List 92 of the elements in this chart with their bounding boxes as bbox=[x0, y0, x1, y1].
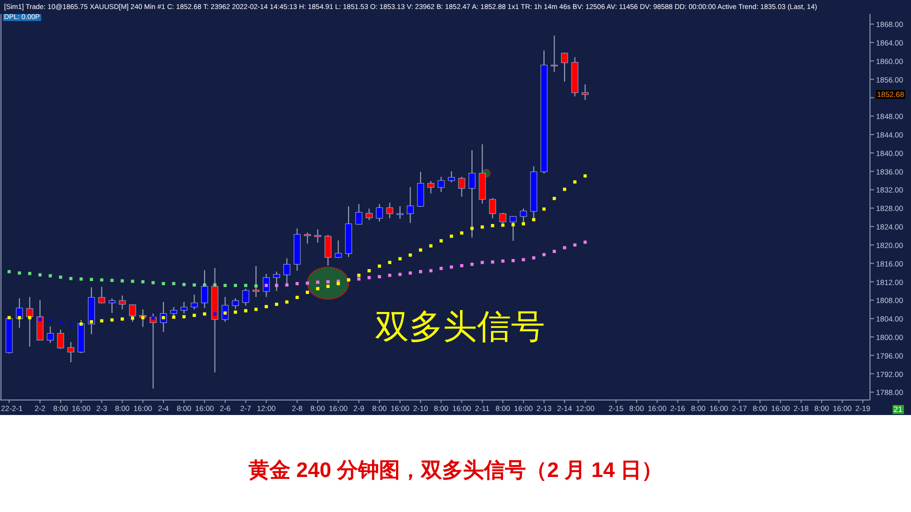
candlestick bbox=[520, 208, 527, 222]
point bbox=[378, 275, 382, 278]
candlestick bbox=[510, 215, 517, 242]
text: 黄金 240 分钟图，双多头信号（2 月 14 日） bbox=[247, 459, 663, 482]
point bbox=[120, 279, 124, 282]
point bbox=[316, 280, 320, 284]
candlestick bbox=[489, 198, 496, 219]
point bbox=[58, 320, 62, 324]
candlestick bbox=[334, 240, 342, 258]
point bbox=[480, 225, 484, 229]
point bbox=[90, 320, 94, 324]
point bbox=[192, 314, 196, 317]
annotation: 双多头信号 bbox=[375, 308, 545, 346]
point bbox=[172, 316, 176, 319]
candlestick bbox=[314, 228, 322, 244]
point bbox=[501, 224, 504, 227]
annotation: 21 bbox=[892, 405, 904, 414]
point bbox=[244, 309, 248, 312]
candlestick bbox=[26, 296, 34, 348]
candlestick bbox=[458, 176, 466, 198]
candlestick bbox=[406, 186, 414, 224]
candlestick bbox=[438, 176, 445, 193]
point bbox=[522, 222, 526, 226]
point bbox=[48, 274, 52, 278]
candlestick bbox=[376, 204, 383, 222]
candlestick bbox=[242, 288, 250, 306]
point bbox=[48, 318, 52, 322]
point bbox=[562, 246, 566, 250]
point bbox=[480, 260, 484, 264]
point bbox=[152, 281, 155, 284]
point bbox=[306, 290, 310, 294]
point bbox=[398, 257, 402, 260]
candlestick bbox=[386, 202, 394, 219]
candlestick bbox=[417, 171, 424, 208]
point bbox=[512, 223, 515, 226]
point bbox=[357, 274, 360, 277]
point bbox=[58, 276, 62, 279]
point bbox=[172, 282, 176, 286]
point bbox=[120, 317, 124, 321]
point bbox=[408, 253, 412, 257]
point bbox=[408, 271, 412, 275]
point bbox=[460, 231, 464, 235]
candlestick bbox=[262, 273, 270, 298]
candlestick bbox=[232, 298, 239, 310]
point bbox=[532, 218, 536, 222]
point bbox=[274, 302, 278, 306]
point bbox=[326, 280, 330, 284]
point bbox=[440, 239, 443, 242]
candlestick bbox=[582, 84, 589, 100]
point bbox=[470, 262, 474, 266]
candlestick bbox=[448, 170, 455, 183]
point bbox=[552, 250, 556, 253]
point bbox=[244, 284, 248, 288]
point bbox=[532, 256, 536, 260]
candlestick bbox=[499, 212, 506, 224]
point bbox=[316, 287, 320, 290]
point bbox=[100, 319, 104, 322]
point bbox=[28, 272, 32, 276]
point bbox=[450, 234, 454, 238]
candlestick bbox=[355, 204, 362, 226]
point bbox=[130, 280, 134, 283]
point bbox=[584, 240, 587, 244]
point bbox=[264, 305, 268, 308]
point bbox=[562, 188, 566, 191]
candlestick bbox=[304, 232, 311, 244]
candlestick bbox=[118, 295, 126, 310]
candlestick bbox=[366, 208, 373, 221]
candlestick bbox=[427, 180, 434, 194]
point bbox=[552, 196, 556, 200]
point bbox=[182, 315, 186, 318]
point bbox=[460, 264, 464, 268]
point bbox=[388, 274, 392, 277]
candlestick bbox=[180, 302, 188, 314]
candlestick bbox=[324, 234, 332, 266]
point bbox=[368, 269, 371, 272]
candlestick bbox=[190, 294, 198, 310]
candlestick bbox=[550, 35, 558, 72]
candlestick bbox=[57, 329, 64, 350]
candlestick bbox=[561, 52, 568, 82]
point bbox=[100, 278, 104, 282]
candlestick bbox=[67, 342, 74, 363]
candlestick bbox=[170, 306, 178, 318]
candlestick bbox=[46, 326, 54, 344]
candlestick bbox=[396, 206, 404, 220]
point bbox=[28, 316, 32, 320]
point bbox=[192, 283, 196, 287]
point bbox=[388, 260, 392, 264]
point bbox=[522, 258, 526, 262]
point bbox=[336, 282, 340, 286]
point bbox=[429, 269, 432, 272]
point bbox=[141, 280, 144, 284]
candlestick bbox=[98, 286, 106, 304]
